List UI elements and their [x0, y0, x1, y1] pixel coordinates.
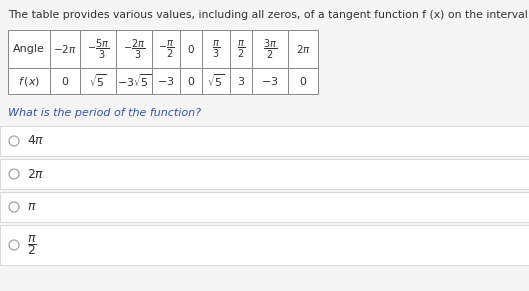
Text: $\dfrac{3\pi}{2}$: $\dfrac{3\pi}{2}$ — [263, 38, 277, 61]
Circle shape — [9, 169, 19, 179]
Text: $-2\pi$: $-2\pi$ — [53, 43, 77, 55]
Text: $\dfrac{\pi}{3}$: $\dfrac{\pi}{3}$ — [212, 38, 220, 60]
Text: $2\pi$: $2\pi$ — [27, 168, 44, 180]
Bar — [80, 68, 116, 94]
Bar — [252, 30, 288, 68]
Bar — [80, 30, 116, 68]
Circle shape — [9, 202, 19, 212]
Text: $\dfrac{\pi}{2}$: $\dfrac{\pi}{2}$ — [27, 233, 37, 257]
Text: $\dfrac{\pi}{2}$: $\dfrac{\pi}{2}$ — [237, 38, 245, 60]
Bar — [252, 68, 288, 94]
Bar — [152, 30, 180, 68]
Text: $\pi$: $\pi$ — [27, 200, 37, 214]
Text: $0$: $0$ — [299, 75, 307, 87]
Bar — [116, 30, 152, 68]
Bar — [0, 225, 529, 265]
Bar — [0, 159, 529, 189]
Bar — [180, 68, 202, 94]
Text: $\sqrt{5}$: $\sqrt{5}$ — [89, 73, 107, 89]
Bar — [0, 192, 529, 222]
Bar — [50, 68, 80, 94]
Bar — [202, 68, 230, 94]
Bar — [50, 30, 80, 68]
Bar — [8, 68, 50, 94]
Text: $2\pi$: $2\pi$ — [296, 43, 311, 55]
Bar — [288, 30, 318, 68]
Text: $-\dfrac{\pi}{2}$: $-\dfrac{\pi}{2}$ — [158, 38, 174, 60]
Text: $\sqrt{5}$: $\sqrt{5}$ — [207, 73, 225, 89]
Bar — [116, 68, 152, 94]
Circle shape — [9, 240, 19, 250]
Text: $3$: $3$ — [237, 75, 245, 87]
Text: $-3$: $-3$ — [157, 75, 175, 87]
Bar — [180, 30, 202, 68]
Text: The table provides various values, including all zeros, of a tangent function f : The table provides various values, inclu… — [8, 10, 529, 20]
Bar — [288, 68, 318, 94]
Bar — [152, 68, 180, 94]
Bar — [0, 126, 529, 156]
Text: What is the period of the function?: What is the period of the function? — [8, 108, 201, 118]
Text: $0$: $0$ — [61, 75, 69, 87]
Bar — [8, 30, 50, 68]
Bar — [202, 30, 230, 68]
Text: $0$: $0$ — [187, 75, 195, 87]
Text: $-\dfrac{2\pi}{3}$: $-\dfrac{2\pi}{3}$ — [123, 38, 145, 61]
Text: $-\dfrac{5\pi}{3}$: $-\dfrac{5\pi}{3}$ — [87, 38, 109, 61]
Bar — [230, 30, 252, 68]
Text: $-3$: $-3$ — [261, 75, 279, 87]
Circle shape — [9, 136, 19, 146]
Text: $f\,(x)$: $f\,(x)$ — [18, 74, 40, 88]
Text: Angle: Angle — [13, 44, 45, 54]
Text: $-3\sqrt{5}$: $-3\sqrt{5}$ — [117, 73, 151, 89]
Text: $0$: $0$ — [187, 43, 195, 55]
Text: $4\pi$: $4\pi$ — [27, 134, 44, 148]
Bar — [230, 68, 252, 94]
